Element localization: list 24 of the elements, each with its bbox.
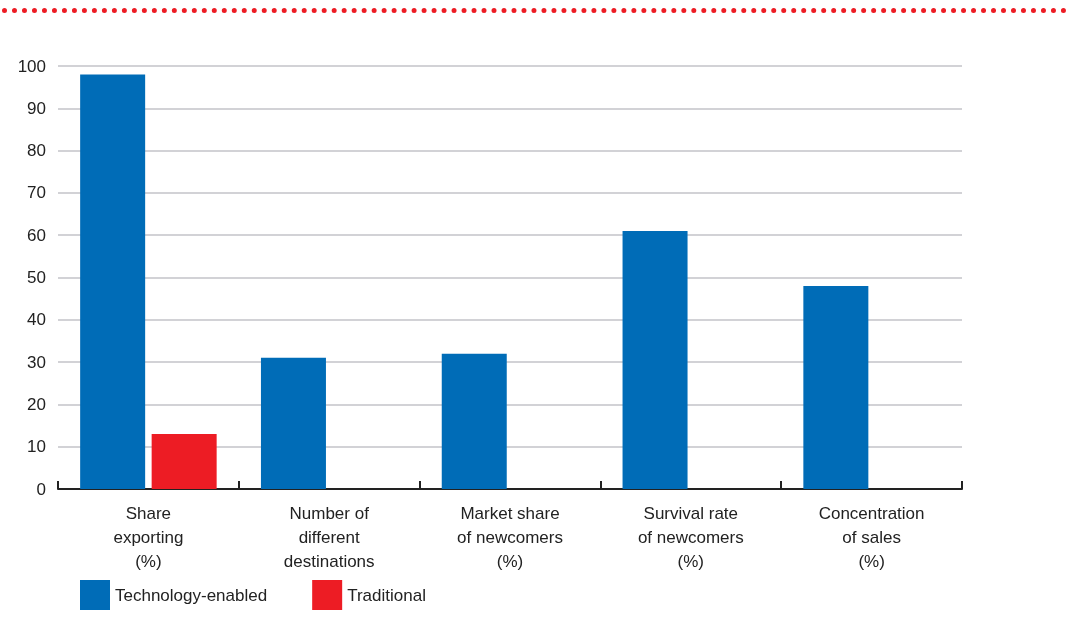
y-tick-label: 20	[27, 394, 46, 414]
y-tick-label: 70	[27, 183, 46, 203]
x-tick-label: Number of different destinations	[283, 503, 375, 571]
bar	[622, 230, 688, 489]
bar	[260, 357, 326, 489]
bar	[441, 353, 507, 489]
x-tick-label: Concentration of sales (%)	[818, 503, 925, 571]
bar	[80, 74, 146, 489]
bar	[803, 285, 869, 489]
y-tick-label: 50	[27, 268, 46, 287]
legend-label: Traditional	[347, 585, 426, 605]
legend-label: Technology-enabled	[115, 585, 268, 605]
y-tick-label: 40	[27, 310, 46, 330]
y-tick-label: 90	[27, 98, 46, 118]
y-tick-label: 0	[36, 479, 46, 499]
x-tick-label: Survival rate of newcomers (%)	[637, 503, 744, 571]
y-tick-label: 10	[27, 437, 46, 457]
y-tick-label: 60	[27, 225, 46, 245]
y-tick-label: 30	[27, 352, 46, 372]
y-tick-label: 100	[17, 56, 46, 76]
y-tick-label: 80	[27, 141, 46, 161]
x-tick-label: Market share of newcomers (%)	[457, 503, 563, 571]
x-tick-label: Share exporting (%)	[113, 503, 184, 571]
bar	[151, 434, 217, 489]
